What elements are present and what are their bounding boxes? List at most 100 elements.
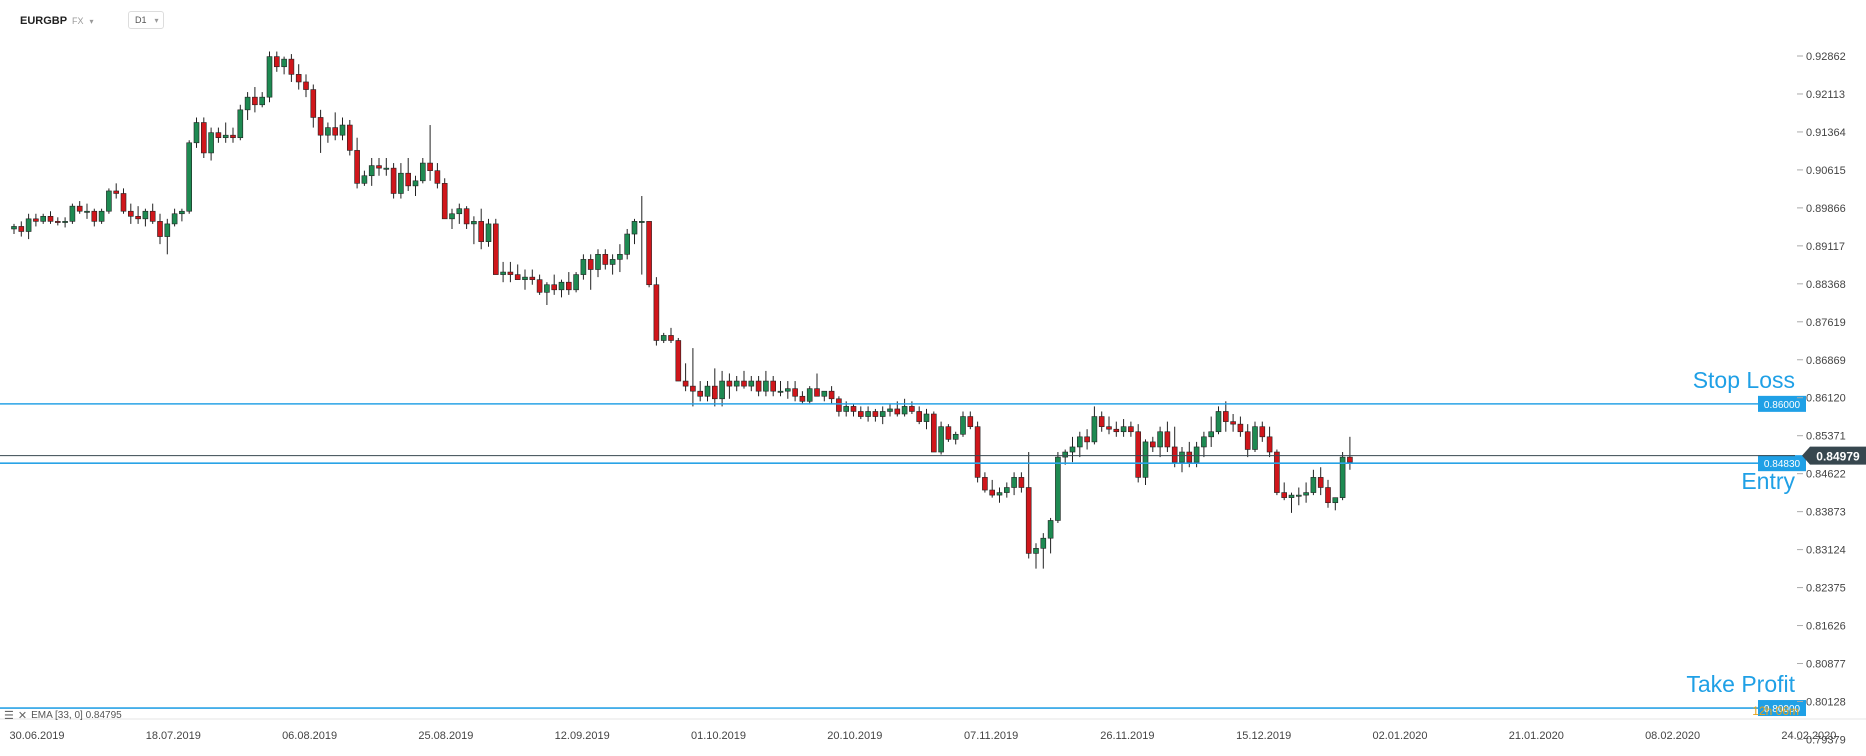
- candle-body: [346, 124, 353, 151]
- candle: [1325, 479, 1331, 508]
- candle-body: [1018, 477, 1025, 488]
- candle: [332, 112, 339, 141]
- candle-body: [25, 218, 32, 232]
- candle: [441, 178, 448, 220]
- candle-body: [1266, 436, 1273, 453]
- candle-body: [1098, 416, 1105, 427]
- candle: [222, 122, 229, 143]
- x-tick-label: 01.10.2019: [691, 730, 746, 742]
- candle-body: [398, 172, 404, 194]
- candle-body: [456, 208, 463, 215]
- candle-body: [332, 127, 339, 136]
- candle: [996, 487, 1003, 503]
- candle: [551, 274, 558, 295]
- candle-body: [814, 388, 820, 397]
- candle: [295, 64, 302, 90]
- candle-body: [1077, 436, 1083, 448]
- candle-body: [376, 165, 382, 169]
- candle: [449, 208, 455, 229]
- candle: [631, 218, 638, 245]
- candle: [704, 381, 711, 402]
- candle: [580, 254, 587, 280]
- candle: [507, 261, 514, 283]
- candle-body: [1025, 487, 1032, 554]
- candle: [857, 406, 864, 420]
- candle-body: [98, 210, 105, 222]
- candle: [1288, 492, 1295, 513]
- candle-body: [857, 411, 864, 417]
- candle: [1150, 436, 1156, 453]
- candle-body: [244, 96, 251, 111]
- candle-body: [368, 165, 375, 177]
- x-tick-label: 02.01.2020: [1372, 730, 1427, 742]
- candle: [960, 411, 966, 437]
- candle: [471, 216, 477, 245]
- candle-body: [1106, 426, 1112, 430]
- candle: [230, 127, 236, 143]
- candle-body: [157, 221, 163, 237]
- candle: [646, 221, 652, 288]
- symbol-label[interactable]: EURGBP: [20, 15, 68, 27]
- candle-body: [799, 395, 806, 402]
- market-selector[interactable]: FX ▾: [72, 16, 94, 26]
- candle: [1303, 482, 1309, 503]
- candle: [1266, 426, 1273, 458]
- current-price-tag: 0.84979: [1816, 450, 1860, 464]
- candle: [828, 386, 835, 404]
- y-axis: 0.92862 0.92113 0.91364 0.90615 0.89866 0.891…: [1797, 51, 1846, 746]
- candle-body: [770, 380, 777, 392]
- candle-body: [1339, 456, 1346, 498]
- candle-body: [602, 254, 609, 265]
- candle: [836, 396, 842, 417]
- candle: [427, 125, 433, 181]
- timeframe-select[interactable]: D1 ▾: [128, 11, 164, 29]
- candle: [135, 206, 141, 224]
- candle: [201, 117, 207, 158]
- candle-body: [1120, 426, 1127, 433]
- candle: [354, 137, 360, 189]
- candle: [784, 381, 791, 399]
- y-tick-label: 0.83873: [1806, 507, 1846, 519]
- candle-body: [164, 223, 171, 237]
- candle: [1135, 424, 1141, 483]
- candle-body: [726, 380, 733, 387]
- candle-body: [653, 284, 660, 341]
- candle: [1091, 406, 1098, 445]
- candle: [346, 119, 353, 156]
- candle-body: [507, 271, 514, 275]
- close-icon[interactable]: ✕: [17, 710, 28, 722]
- candle-body: [974, 426, 981, 478]
- y-tick-label: 0.89866: [1806, 203, 1846, 215]
- candle: [1259, 421, 1266, 442]
- candle-body: [1186, 451, 1193, 463]
- chart-toolbar: EURGBP FX ▾ D1 ▾: [0, 0, 1866, 40]
- candle: [266, 51, 273, 103]
- candle-body: [149, 210, 156, 222]
- candle: [11, 223, 17, 235]
- candle-body: [828, 390, 835, 400]
- menu-icon[interactable]: ☰: [4, 710, 14, 722]
- candle: [1142, 439, 1149, 485]
- candle: [1033, 543, 1039, 569]
- candle-body: [806, 388, 813, 402]
- candle-body: [237, 109, 244, 139]
- candle: [522, 269, 528, 290]
- x-tick-label: 26.11.2019: [1100, 730, 1154, 742]
- candle: [1296, 487, 1302, 506]
- candle: [1179, 446, 1185, 473]
- candle: [368, 157, 375, 186]
- y-tick-label: 0.87619: [1806, 317, 1846, 329]
- candle-body: [1281, 492, 1287, 498]
- candle-body: [1193, 446, 1200, 463]
- candle: [514, 264, 521, 280]
- candle: [1011, 472, 1017, 496]
- candle: [288, 54, 295, 82]
- y-tick-label: 0.86120: [1806, 393, 1846, 405]
- candle: [668, 327, 674, 344]
- candle-body: [565, 281, 572, 291]
- y-tick-label: 0.81626: [1806, 621, 1846, 633]
- candle-body: [879, 411, 886, 417]
- candle: [1018, 472, 1025, 493]
- candle-body: [529, 276, 536, 280]
